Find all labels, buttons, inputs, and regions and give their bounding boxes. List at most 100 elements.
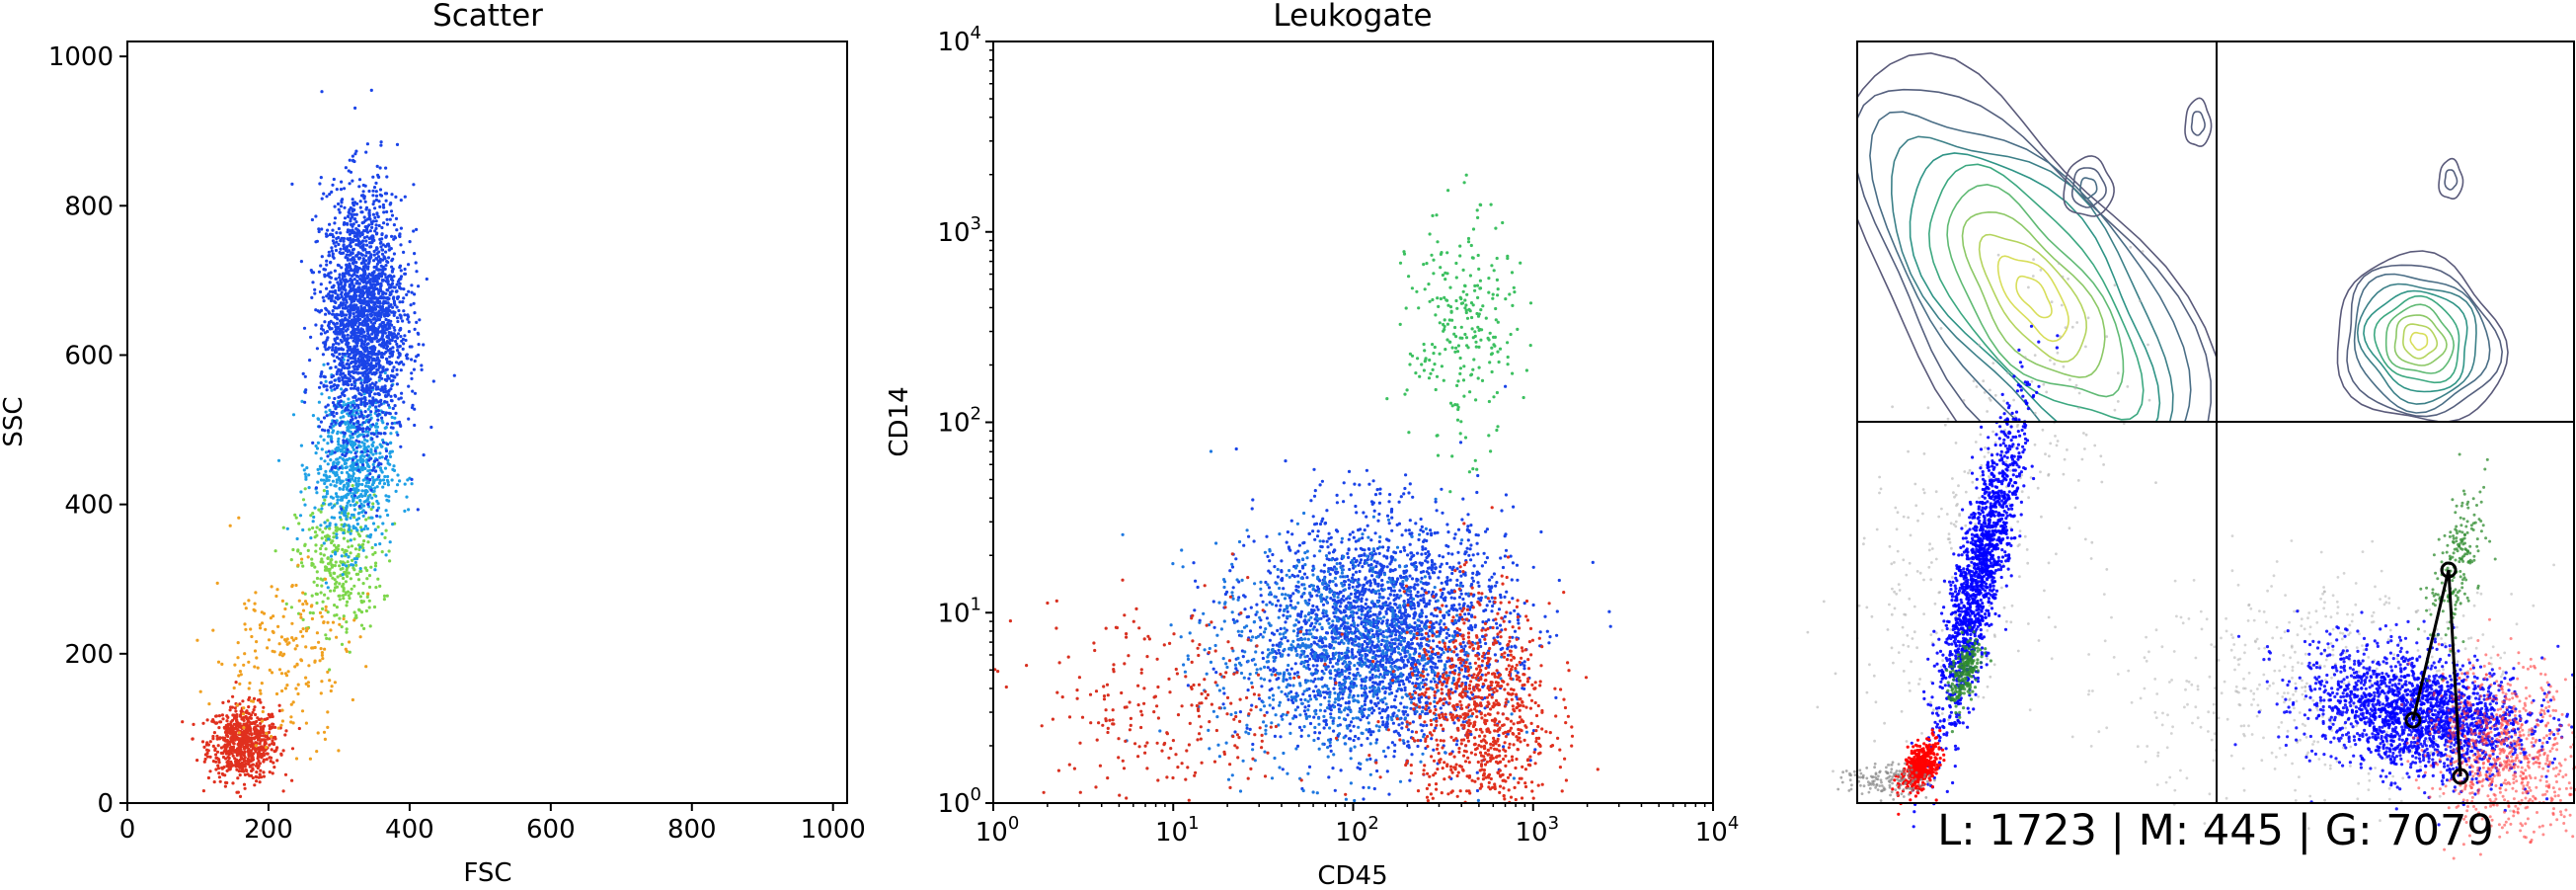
scatter-point — [384, 199, 388, 202]
scatter-point — [388, 355, 392, 359]
scatter-point — [368, 493, 372, 497]
scatter-point — [216, 757, 220, 761]
leukogate-point — [1315, 594, 1319, 598]
scatter-point — [401, 319, 405, 323]
scatter-point — [362, 626, 366, 631]
scatter-point — [349, 238, 352, 242]
scatter-point — [339, 322, 343, 326]
scatter-point — [319, 308, 324, 312]
scatter-point — [223, 784, 227, 788]
scatter-point — [399, 226, 403, 230]
scatter-point — [331, 228, 335, 232]
leukogate-point — [1369, 563, 1373, 567]
scatter-point — [335, 356, 340, 360]
scatter-point — [378, 193, 382, 197]
scatter-point — [392, 326, 396, 330]
scatter-point — [374, 469, 378, 473]
scatter-point — [390, 269, 394, 273]
scatter-point — [387, 388, 391, 392]
scatter-point — [326, 597, 330, 601]
scatter-point — [371, 505, 375, 509]
scatter-point — [341, 318, 345, 322]
scatter-point — [334, 350, 338, 354]
leukogate-point — [1449, 596, 1453, 600]
scatter-point — [366, 303, 371, 307]
scatter-point — [319, 264, 323, 268]
scatter-point — [375, 231, 379, 235]
scatter-point — [401, 337, 405, 342]
scatter-point — [320, 90, 324, 94]
scatter-point — [341, 198, 345, 202]
scatter-point — [346, 222, 350, 226]
scatter-point — [351, 222, 355, 226]
leukogate-point — [1384, 661, 1388, 665]
scatter-point — [315, 491, 319, 495]
scatter-point — [380, 419, 384, 423]
scatter-point — [363, 387, 368, 392]
scatter-point — [343, 421, 348, 425]
scatter-point — [390, 383, 394, 388]
scatter-point — [259, 721, 263, 726]
scatter-point — [352, 557, 356, 561]
scatter-point — [381, 202, 385, 207]
scatter-point — [242, 758, 246, 762]
scatter-point — [303, 542, 307, 546]
leukogate-point — [1281, 768, 1285, 771]
leukogate-point — [1388, 493, 1392, 497]
scatter-point — [366, 407, 370, 411]
scatter-point — [350, 269, 353, 273]
scatter-point — [260, 738, 264, 742]
scatter-point — [268, 770, 272, 774]
scatter-point — [383, 426, 387, 430]
scatter-point — [247, 747, 251, 751]
scatter-point — [347, 499, 351, 503]
scatter-point — [356, 578, 361, 582]
leukogate-point — [1247, 534, 1251, 538]
scatter-point — [389, 209, 394, 213]
scatter-point — [394, 411, 398, 415]
scatter-point — [399, 396, 403, 400]
scatter-point — [399, 335, 403, 339]
scatter-point — [315, 239, 319, 243]
scatter-point — [359, 465, 363, 469]
scatter-point — [348, 411, 351, 415]
scatter-point — [352, 356, 356, 360]
scatter-point — [349, 592, 352, 596]
scatter-point — [233, 663, 237, 667]
scatter-point — [332, 235, 336, 239]
scatter-point — [364, 308, 368, 312]
scatter-point — [311, 414, 315, 418]
scatter-point — [337, 749, 341, 753]
leukogate-point — [1406, 713, 1410, 717]
scatter-point — [339, 444, 344, 448]
scatter-point — [344, 453, 348, 457]
scatter-point — [390, 193, 394, 197]
scatter-point — [342, 525, 346, 528]
scatter-point — [231, 754, 235, 758]
scatter-point — [321, 428, 325, 432]
scatter-point — [256, 666, 260, 670]
leukogate-point — [1328, 744, 1332, 748]
scatter-point — [299, 561, 304, 565]
scatter-point — [325, 263, 329, 267]
scatter-point — [353, 394, 357, 398]
scatter-point — [306, 548, 310, 553]
scatter-point — [333, 681, 337, 685]
scatter-point — [372, 364, 376, 369]
scatter-point — [403, 195, 407, 199]
scatter-point — [342, 530, 346, 535]
scatter-point — [389, 441, 393, 445]
scatter-point — [344, 256, 348, 260]
scatter-point — [324, 342, 328, 346]
scatter-point — [334, 560, 338, 564]
scatter-point — [326, 429, 331, 433]
leukogate-point — [1420, 729, 1424, 733]
leukogate-point — [1416, 626, 1420, 631]
scatter-point — [382, 598, 386, 602]
leukogate-point — [1332, 729, 1336, 733]
scatter-point — [290, 636, 294, 640]
scatter-point — [385, 334, 389, 338]
scatter-point — [337, 475, 341, 479]
scatter-point — [345, 465, 349, 469]
scatter-point — [394, 339, 398, 344]
